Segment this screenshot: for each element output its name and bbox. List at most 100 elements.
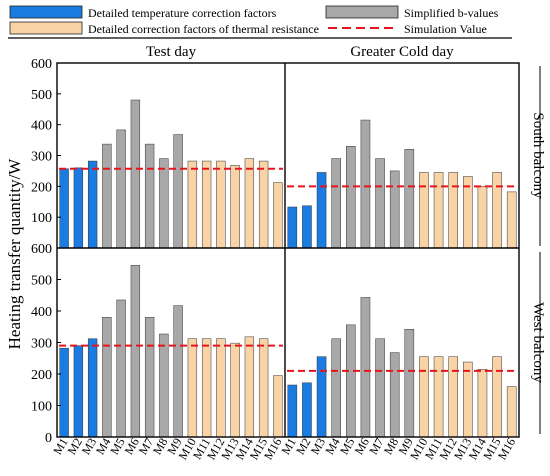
bar bbox=[302, 205, 312, 249]
legend-item: Simplified b-values bbox=[325, 5, 499, 20]
row-label: South balcony bbox=[530, 112, 546, 199]
bar bbox=[87, 338, 98, 438]
plot-frame bbox=[56, 62, 520, 438]
bar bbox=[375, 338, 385, 438]
legend-item: Simulation Value bbox=[328, 22, 487, 36]
y-tick-label: 100 bbox=[31, 211, 52, 226]
row-label: West balcony bbox=[530, 302, 546, 383]
y-axis-label: Heating transfer quantity/W bbox=[5, 158, 24, 350]
bar bbox=[287, 384, 298, 438]
bar bbox=[389, 170, 400, 249]
bar bbox=[433, 172, 444, 249]
y-tick-label: 600 bbox=[31, 242, 52, 257]
bar bbox=[492, 172, 502, 249]
bar bbox=[346, 146, 356, 249]
legend-label: Simplified b-values bbox=[404, 6, 499, 20]
bar bbox=[102, 143, 112, 249]
bar bbox=[102, 317, 112, 438]
legend-label: Detailed temperature correction factors bbox=[88, 6, 277, 20]
legend: Detailed temperature correction factors S… bbox=[8, 5, 512, 39]
bar bbox=[506, 386, 517, 438]
y-tick-label: 500 bbox=[31, 274, 52, 289]
bar bbox=[173, 134, 183, 249]
bar bbox=[244, 336, 255, 438]
legend-label: Detailed correction factors of thermal r… bbox=[88, 22, 319, 36]
column-header: Greater Cold day bbox=[350, 44, 454, 60]
panel bbox=[287, 119, 517, 249]
bar bbox=[404, 149, 415, 249]
legend-swatch bbox=[9, 5, 83, 19]
bar bbox=[331, 158, 341, 249]
bar bbox=[463, 361, 473, 438]
bar bbox=[159, 333, 169, 438]
bar bbox=[159, 158, 169, 249]
bar bbox=[73, 167, 84, 249]
y-tick-label: 300 bbox=[31, 150, 52, 165]
y-tick-label: 200 bbox=[31, 180, 52, 195]
panel: 0100200300400500600M1M2M3M4M5M6M7M8M9M10… bbox=[31, 242, 284, 462]
bar bbox=[273, 182, 283, 249]
bar bbox=[448, 172, 458, 249]
bar bbox=[230, 342, 240, 438]
bar bbox=[59, 168, 69, 249]
legend-swatch bbox=[9, 21, 83, 35]
bar bbox=[419, 356, 429, 438]
bar bbox=[130, 265, 141, 438]
bar bbox=[360, 119, 371, 249]
y-tick-label: 100 bbox=[31, 400, 52, 415]
y-tick-label: 600 bbox=[31, 57, 52, 72]
bar bbox=[87, 160, 98, 249]
y-tick-label: 200 bbox=[31, 368, 52, 383]
y-tick-label: 400 bbox=[31, 119, 52, 134]
bar bbox=[287, 206, 298, 249]
bar bbox=[187, 160, 198, 249]
bar bbox=[201, 338, 212, 438]
y-tick-label: 500 bbox=[31, 88, 52, 103]
bar bbox=[173, 305, 183, 438]
legend-swatch bbox=[325, 5, 399, 19]
bar bbox=[244, 158, 255, 249]
bar bbox=[477, 186, 488, 249]
bar bbox=[73, 345, 84, 438]
bar bbox=[258, 160, 269, 249]
bar bbox=[216, 160, 226, 249]
legend-label: Simulation Value bbox=[404, 22, 487, 36]
bar bbox=[116, 129, 126, 249]
bar bbox=[316, 356, 327, 438]
bar bbox=[316, 172, 327, 249]
bar bbox=[492, 356, 502, 438]
plot-area: Test day Greater Cold day South balcony Wes… bbox=[31, 44, 546, 462]
bar bbox=[144, 143, 155, 249]
bar bbox=[144, 317, 155, 438]
bar bbox=[433, 356, 444, 438]
bar bbox=[389, 352, 400, 438]
bar bbox=[273, 375, 283, 438]
y-tick-label: 300 bbox=[31, 337, 52, 352]
y-tick-label: 0 bbox=[45, 431, 52, 446]
bar bbox=[360, 297, 371, 438]
bar bbox=[419, 172, 429, 249]
bar bbox=[216, 338, 226, 438]
bar bbox=[346, 324, 356, 438]
legend-item: Detailed temperature correction factors bbox=[9, 5, 277, 20]
bar bbox=[375, 158, 385, 249]
bar bbox=[404, 329, 415, 438]
bar bbox=[258, 338, 269, 438]
bar bbox=[201, 160, 212, 249]
bar bbox=[187, 338, 198, 438]
bar bbox=[230, 165, 240, 249]
bar bbox=[448, 356, 458, 438]
column-header: Test day bbox=[146, 44, 197, 60]
y-tick-label: 400 bbox=[31, 305, 52, 320]
bar bbox=[477, 369, 488, 438]
panel: 100 200 300 400 500 600 bbox=[31, 57, 283, 249]
bar bbox=[302, 382, 312, 438]
bar bbox=[506, 191, 517, 249]
legend-item: Detailed correction factors of thermal r… bbox=[9, 21, 319, 36]
bar bbox=[331, 338, 341, 438]
bar bbox=[130, 99, 141, 249]
bar bbox=[116, 299, 126, 438]
bar bbox=[59, 347, 69, 438]
